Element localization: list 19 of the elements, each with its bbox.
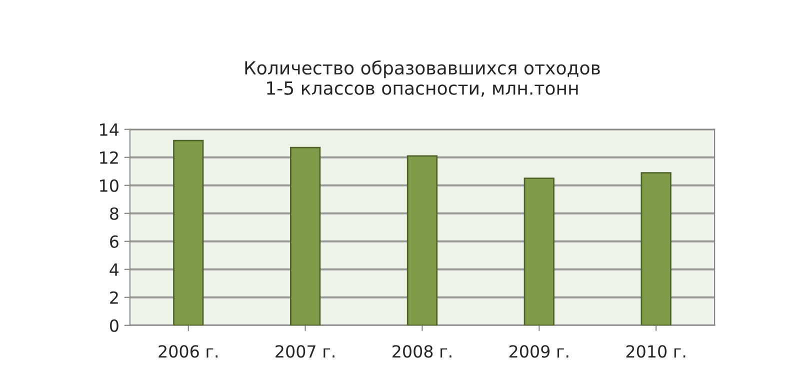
bar [406, 155, 438, 326]
y-tick-label: 2 [110, 291, 118, 304]
x-tick-label: 2006 г. [158, 345, 218, 358]
x-tick-label: 2010 г. [626, 345, 686, 358]
y-tick-label: 0 [110, 319, 118, 332]
chart-title: Количество образовавшихся отходов 1-5 классов опасности, млн.тонн [245, 60, 600, 97]
x-tick-label: 2009 г. [510, 345, 568, 358]
x-tick-label: 2007 г. [276, 345, 334, 358]
x-tick-label: 2008 г. [392, 345, 452, 358]
y-tick-label: 12 [100, 151, 118, 164]
bar [524, 178, 554, 326]
y-tick-label: 6 [110, 235, 118, 248]
y-tick-label: 4 [110, 264, 119, 276]
y-tick-label: 8 [110, 207, 118, 220]
y-tick-label: 10 [100, 179, 118, 192]
y-tick-label: 14 [100, 124, 119, 136]
bar [173, 140, 204, 326]
bar [640, 172, 672, 326]
bar [290, 146, 321, 326]
